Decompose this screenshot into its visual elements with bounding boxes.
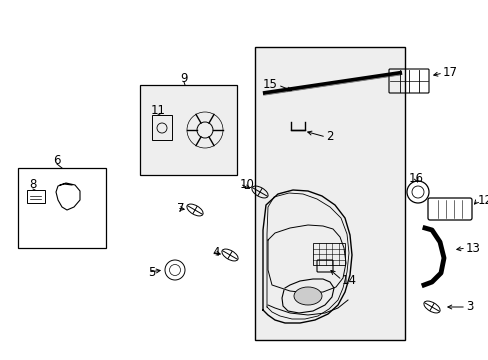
Bar: [312, 243, 345, 265]
Text: 12: 12: [477, 194, 488, 207]
Bar: [152, 115, 172, 140]
Text: 3: 3: [465, 301, 472, 314]
Text: 6: 6: [53, 153, 61, 166]
Bar: [140, 85, 237, 175]
Text: 7: 7: [177, 202, 184, 215]
Bar: [27, 190, 45, 203]
Ellipse shape: [293, 287, 321, 305]
Bar: [254, 47, 404, 340]
Bar: [18, 168, 106, 248]
Text: 11: 11: [150, 104, 165, 117]
Text: 14: 14: [341, 274, 356, 287]
Text: 16: 16: [407, 171, 423, 184]
Text: 8: 8: [29, 179, 37, 192]
Text: 17: 17: [442, 67, 457, 80]
Text: 5: 5: [148, 266, 155, 279]
Text: 9: 9: [180, 72, 187, 85]
Text: 15: 15: [263, 78, 278, 91]
Text: 2: 2: [325, 130, 333, 144]
Text: 13: 13: [465, 242, 480, 255]
Text: 4: 4: [212, 246, 219, 258]
Text: 10: 10: [240, 177, 254, 190]
